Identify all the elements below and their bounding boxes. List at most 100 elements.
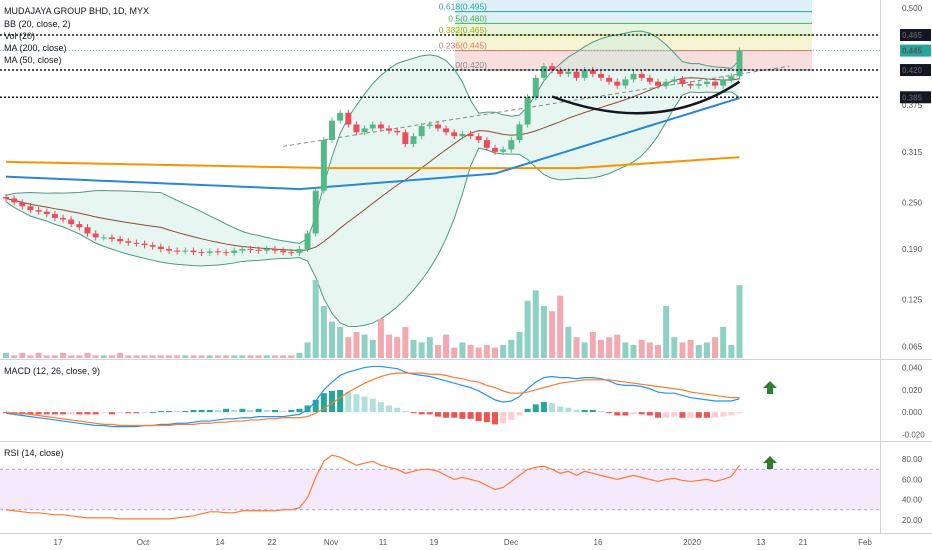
volume-bar — [166, 355, 172, 358]
macd-histogram-bar — [84, 412, 91, 415]
candle-body — [540, 66, 547, 78]
volume-bar — [361, 334, 368, 358]
candle-body — [11, 198, 18, 203]
candle-body — [386, 128, 393, 131]
volume-bar — [557, 295, 564, 358]
macd-histogram-bar — [500, 412, 507, 424]
macd-histogram-bar — [117, 412, 124, 414]
volume-bar — [255, 355, 262, 358]
volume-bar — [19, 352, 26, 358]
macd-histogram-bar — [108, 412, 115, 415]
indicator-label: MA (200, close) — [4, 43, 67, 53]
macd-tick-label: 0.020 — [902, 386, 923, 395]
volume-bar — [27, 355, 34, 358]
macd-histogram-bar — [27, 412, 34, 415]
macd-histogram-bar — [361, 396, 368, 413]
candle-body — [532, 77, 539, 98]
macd-histogram-bar — [443, 412, 450, 418]
time-axis-label: 16 — [594, 538, 603, 547]
candle-body — [141, 243, 148, 246]
volume-bar — [703, 342, 710, 358]
candle-body — [492, 147, 498, 152]
volume-bar — [492, 347, 498, 358]
candle-body — [329, 120, 335, 141]
candle-body — [288, 252, 295, 254]
macd-histogram-bar — [614, 412, 621, 416]
time-axis-label: Feb — [858, 538, 872, 547]
macd-histogram-bar — [630, 412, 637, 415]
volume-bar — [239, 355, 246, 358]
candle-body — [280, 250, 287, 253]
candle-body — [426, 124, 433, 127]
macd-histogram-bar — [663, 412, 670, 418]
volume-bar — [11, 355, 18, 358]
volume-bar — [280, 355, 287, 358]
volume-bar — [329, 321, 335, 358]
candle-body — [166, 249, 172, 251]
macd-histogram-bar — [565, 407, 572, 413]
volume-bar — [589, 332, 596, 358]
macd-histogram-bar — [679, 412, 686, 418]
volume-bar — [516, 332, 523, 358]
candle-body — [117, 238, 124, 242]
price-badge — [900, 91, 931, 104]
time-axis-label: 11 — [379, 538, 388, 547]
macd-histogram-bar — [581, 409, 588, 413]
candle-body — [655, 81, 661, 86]
macd-histogram-bar — [557, 406, 564, 413]
volume-bar — [712, 337, 719, 358]
time-axis-label: 19 — [430, 538, 439, 547]
macd-histogram-bar — [141, 412, 148, 414]
candle-body — [630, 73, 637, 80]
volume-bar — [524, 300, 531, 358]
candle-body — [263, 249, 270, 251]
macd-histogram-bar — [467, 412, 474, 419]
candle-body — [271, 249, 278, 251]
macd-histogram-bar — [337, 389, 344, 413]
macd-tick-label: -0.020 — [902, 430, 925, 439]
candle-body — [337, 112, 344, 121]
volume-bar — [304, 342, 311, 358]
macd-histogram-bar — [296, 408, 303, 413]
trend-line — [283, 65, 790, 147]
candle-body — [394, 130, 401, 133]
macd-histogram-bar — [329, 390, 335, 413]
indicator-label: MA (50, close) — [4, 55, 62, 65]
volume-bar — [223, 355, 230, 358]
rsi-label: RSI (14, close) — [4, 448, 64, 458]
candle-body — [467, 133, 474, 137]
volume-bar — [606, 337, 613, 358]
candle-body — [76, 224, 83, 228]
candle-body — [174, 250, 181, 252]
macd-histogram-bar — [239, 408, 246, 413]
macd-histogram-bar — [100, 412, 107, 414]
cup-curve — [551, 80, 741, 115]
macd-histogram-bar — [475, 412, 482, 422]
candle-body — [459, 133, 466, 137]
volume-bar — [646, 342, 653, 358]
candle-body — [182, 250, 189, 252]
volume-bar — [141, 355, 148, 358]
macd-histogram-bar — [320, 393, 327, 413]
fib-zone — [455, 23, 812, 36]
rsi-line — [5, 454, 740, 520]
candle-body — [434, 124, 441, 129]
candle-body — [679, 79, 686, 85]
candle-body — [402, 132, 409, 144]
candle-body — [549, 66, 556, 71]
fib-label: 0.5(0.480) — [448, 13, 487, 23]
volume-bar — [133, 355, 140, 358]
macd-histogram-bar — [304, 405, 311, 413]
volume-bar — [182, 355, 189, 358]
candle-body — [573, 71, 580, 78]
price-badge — [900, 29, 931, 42]
macd-histogram-bar — [43, 412, 50, 415]
candle-body — [606, 77, 613, 82]
rsi-up-arrow — [763, 456, 777, 469]
volume-bar — [630, 345, 637, 358]
macd-histogram-bar — [174, 411, 181, 413]
macd-histogram-bar — [671, 412, 678, 417]
macd-histogram-bar — [149, 412, 156, 414]
candle-body — [206, 251, 213, 253]
